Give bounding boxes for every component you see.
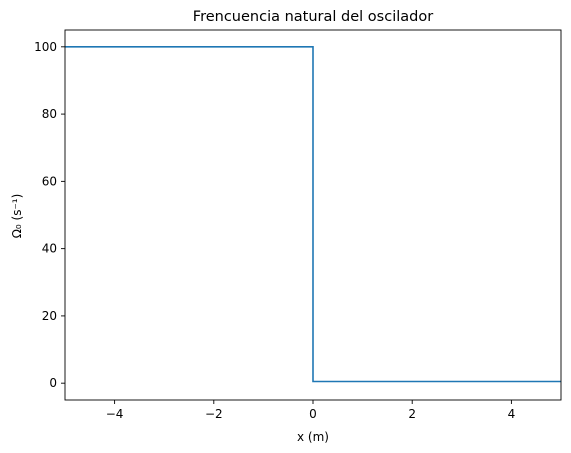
y-tick-label: 80 — [42, 107, 57, 121]
chart-title: Frencuencia natural del oscilador — [193, 9, 433, 25]
x-tick-label: −2 — [205, 407, 223, 421]
x-tick-label: 0 — [309, 407, 317, 421]
y-tick-label: 0 — [49, 376, 57, 390]
x-tick-label: 2 — [408, 407, 416, 421]
y-tick-label: 100 — [34, 40, 57, 54]
series-line-0 — [65, 46, 561, 383]
y-tick-label: 60 — [42, 174, 57, 188]
x-axis-label: x (m) — [297, 430, 329, 444]
y-tick-label: 20 — [42, 309, 57, 323]
y-tick-label: 40 — [42, 242, 57, 256]
y-axis-label: Ω₀ (s⁻¹) — [10, 194, 24, 239]
x-tick-label: −4 — [106, 407, 124, 421]
x-tick-label: 4 — [508, 407, 516, 421]
